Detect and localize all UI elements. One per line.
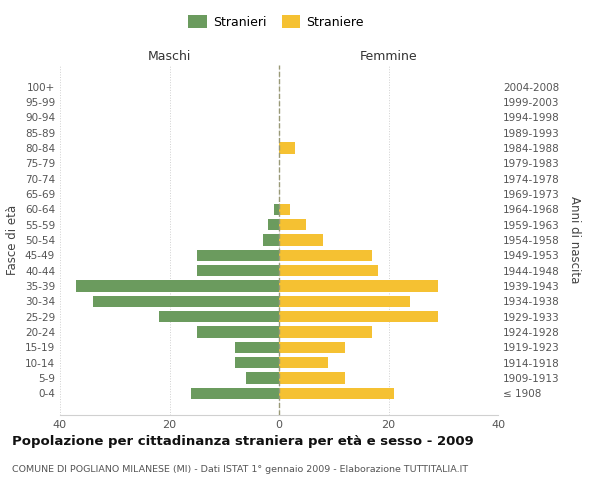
Bar <box>279 357 328 368</box>
Bar <box>197 250 279 261</box>
Y-axis label: Anni di nascita: Anni di nascita <box>568 196 581 284</box>
Bar <box>279 234 323 246</box>
Bar <box>279 219 307 230</box>
Bar <box>279 142 295 154</box>
Bar <box>279 204 290 215</box>
Bar <box>197 265 279 276</box>
Bar <box>246 372 279 384</box>
Legend: Stranieri, Straniere: Stranieri, Straniere <box>184 11 368 32</box>
Bar <box>279 296 410 307</box>
Bar <box>274 204 279 215</box>
Bar <box>279 342 345 353</box>
Bar <box>235 342 279 353</box>
Text: Popolazione per cittadinanza straniera per età e sesso - 2009: Popolazione per cittadinanza straniera p… <box>12 435 474 448</box>
Text: Femmine: Femmine <box>359 50 418 62</box>
Bar <box>263 234 279 246</box>
Text: Maschi: Maschi <box>148 50 191 62</box>
Bar <box>279 311 438 322</box>
Bar <box>279 250 372 261</box>
Bar <box>93 296 279 307</box>
Bar <box>279 388 394 399</box>
Bar <box>279 280 438 292</box>
Bar <box>158 311 279 322</box>
Bar <box>268 219 279 230</box>
Text: COMUNE DI POGLIANO MILANESE (MI) - Dati ISTAT 1° gennaio 2009 - Elaborazione TUT: COMUNE DI POGLIANO MILANESE (MI) - Dati … <box>12 465 468 474</box>
Bar <box>197 326 279 338</box>
Bar <box>279 265 377 276</box>
Bar <box>76 280 279 292</box>
Bar <box>279 326 372 338</box>
Bar <box>279 372 345 384</box>
Bar <box>191 388 279 399</box>
Bar <box>235 357 279 368</box>
Y-axis label: Fasce di età: Fasce di età <box>7 205 19 275</box>
